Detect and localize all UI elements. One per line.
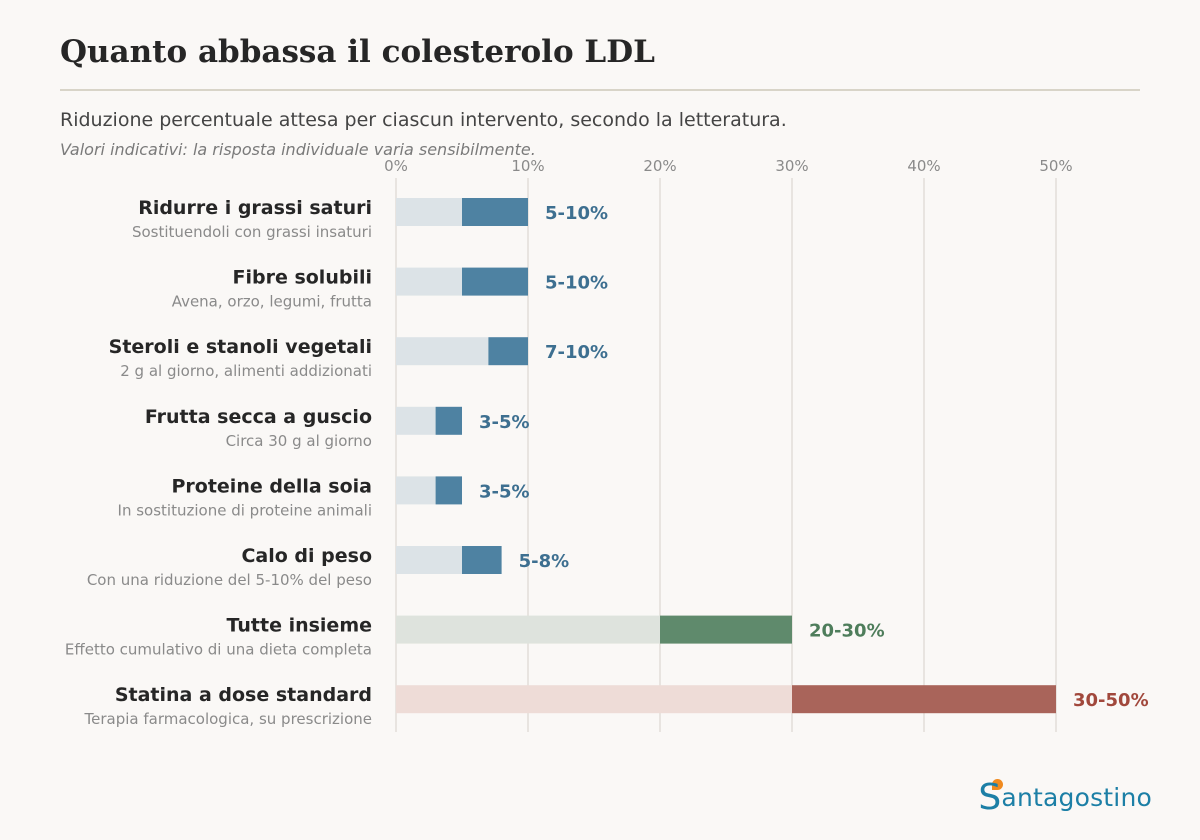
range-bar [488,337,528,366]
category-label: Ridurre i grassi saturi [138,197,372,219]
data-label: 20-30% [809,621,885,642]
range-base-bar [396,685,792,714]
range-bar [792,685,1056,714]
category-sublabel: 2 g al giorno, alimenti addizionati [120,362,372,380]
category-sublabel: Terapia farmacologica, su prescrizione [84,710,373,728]
range-bar [462,267,528,296]
range-base-bar [396,267,462,296]
chart-title: Quanto abbassa il colesterolo LDL [60,34,655,70]
range-base-bar [396,476,436,505]
category-label: Calo di peso [241,545,372,567]
x-tick-label: 40% [907,157,940,175]
range-bar [435,406,462,435]
x-tick-label: 20% [643,157,676,175]
range-bar [660,615,792,644]
range-bar [462,198,528,226]
x-tick-label: 0% [384,157,408,175]
range-base-bar [396,615,660,644]
x-tick-label: 30% [775,157,808,175]
category-sublabel: Sostituendoli con grassi insaturi [132,223,372,241]
range-base-bar [396,337,489,366]
range-base-bar [396,198,462,226]
category-sublabel: Con una riduzione del 5-10% del peso [87,571,372,589]
category-label: Tutte insieme [227,615,373,637]
x-tick-label: 50% [1039,157,1072,175]
category-label: Frutta secca a guscio [145,406,372,428]
brand-logo: Santagostino [978,774,1152,818]
category-label: Steroli e stanoli vegetali [109,336,372,358]
category-sublabel: Circa 30 g al giorno [226,432,372,450]
category-sublabel: Effetto cumulativo di una dieta completa [65,641,372,659]
chart-subtitle: Riduzione percentuale attesa per ciascun… [60,109,787,131]
heart-dot-icon [992,779,1004,790]
data-label: 5-10% [545,203,608,224]
x-tick-label: 10% [511,157,544,175]
category-label: Fibre solubili [232,267,372,289]
data-label: 3-5% [479,481,530,502]
range-bar [435,476,462,505]
title-divider [60,89,1140,91]
data-label: 3-5% [479,412,530,433]
category-label: Proteine della soia [171,475,372,497]
brand-logo-initial: S [978,777,1002,818]
brand-logo-rest: antagostino [1001,783,1152,812]
data-label: 30-50% [1073,690,1149,711]
category-sublabel: In sostituzione di proteine animali [118,501,372,519]
range-base-bar [396,546,462,574]
range-base-bar [396,406,436,435]
category-sublabel: Avena, orzo, legumi, frutta [172,293,372,311]
chart-note: Valori indicativi: la risposta individua… [60,140,536,159]
data-label: 7-10% [545,342,608,363]
data-label: 5-8% [519,551,570,572]
data-label: 5-10% [545,273,608,294]
category-label: Statina a dose standard [115,684,372,706]
range-bar [462,546,502,574]
